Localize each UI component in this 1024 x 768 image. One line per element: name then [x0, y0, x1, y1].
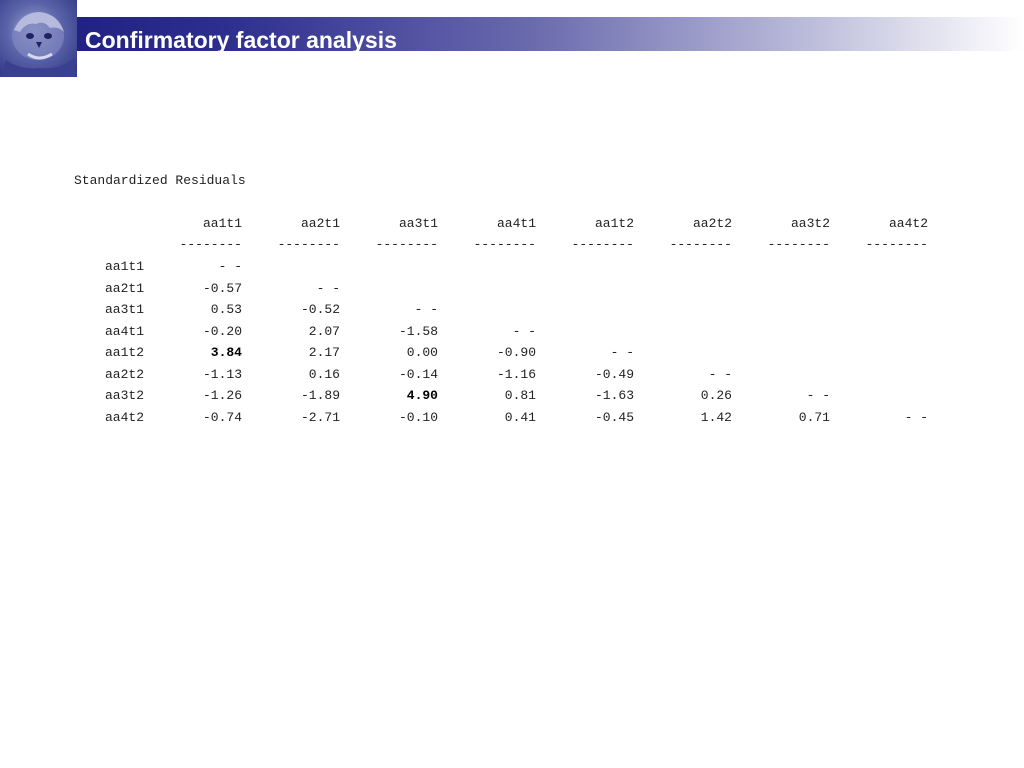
residual-value: -1.63	[594, 388, 634, 403]
residual-value: -0.45	[594, 409, 634, 425]
column-separator: --------	[473, 237, 536, 252]
residual-value: - -	[708, 366, 732, 382]
lion-logo-icon	[0, 0, 77, 77]
residual-value: 1.42	[700, 409, 732, 425]
column-header: aa4t2	[888, 216, 928, 231]
residual-value: -0.90	[496, 345, 536, 360]
column-header: aa4t1	[496, 216, 536, 231]
residual-value: - -	[806, 388, 830, 403]
column-separator: --------	[179, 237, 242, 252]
residual-value: -0.14	[398, 366, 438, 382]
residual-value: - -	[904, 409, 928, 425]
column-separator: --------	[767, 237, 830, 252]
column-separator: --------	[669, 237, 732, 252]
residual-value: -2.71	[300, 409, 340, 425]
residual-value: 0.71	[798, 409, 830, 425]
row-label: aa2t2	[104, 366, 144, 382]
row-label: aa2t1	[104, 280, 144, 296]
residual-value: 0.26	[700, 388, 732, 403]
residual-value: 0.00	[406, 345, 438, 360]
residual-value-highlighted: 3.84	[210, 345, 242, 360]
column-header: aa1t2	[594, 216, 634, 231]
column-header: aa3t2	[790, 216, 830, 231]
residual-value: 0.41	[504, 409, 536, 425]
residual-value: 0.81	[504, 388, 536, 403]
residual-value: -0.57	[202, 280, 242, 296]
residual-value: -0.20	[202, 323, 242, 339]
residual-value: - -	[512, 323, 536, 339]
residual-value: -0.52	[300, 302, 340, 317]
residual-value: -0.74	[202, 409, 242, 425]
output-heading: Standardized Residuals	[74, 173, 246, 188]
row-label: aa4t2	[104, 409, 144, 425]
column-header: aa2t1	[300, 216, 340, 231]
row-label: aa3t1	[104, 302, 144, 317]
column-separator: --------	[375, 237, 438, 252]
column-separator: --------	[865, 237, 928, 252]
residual-value: 2.17	[308, 345, 340, 360]
residual-value: - -	[610, 345, 634, 360]
residual-value: - -	[316, 280, 340, 296]
residual-value: 2.07	[308, 323, 340, 339]
residual-value-highlighted: 4.90	[406, 388, 438, 403]
residual-value: 0.53	[210, 302, 242, 317]
residual-value: -1.16	[496, 366, 536, 382]
residual-value: 0.16	[308, 366, 340, 382]
row-label: aa4t1	[104, 323, 144, 339]
residual-value: - -	[218, 259, 242, 274]
residual-value: -1.13	[202, 366, 242, 382]
row-label: aa1t2	[104, 345, 144, 360]
residual-value: -1.58	[398, 323, 438, 339]
column-header: aa1t1	[202, 216, 242, 231]
title-bar	[0, 17, 1024, 51]
column-header: aa3t1	[398, 216, 438, 231]
residual-value: -0.10	[398, 409, 438, 425]
row-label: aa3t2	[104, 388, 144, 403]
column-header: aa2t2	[692, 216, 732, 231]
slide-title: Confirmatory factor analysis	[85, 27, 397, 53]
row-label: aa1t1	[104, 259, 144, 274]
column-separator: --------	[277, 237, 340, 252]
residual-value: -0.49	[594, 366, 634, 382]
residual-value: -1.26	[202, 388, 242, 403]
residual-value: - -	[414, 302, 438, 317]
residual-value: -1.89	[300, 388, 340, 403]
column-separator: --------	[571, 237, 634, 252]
